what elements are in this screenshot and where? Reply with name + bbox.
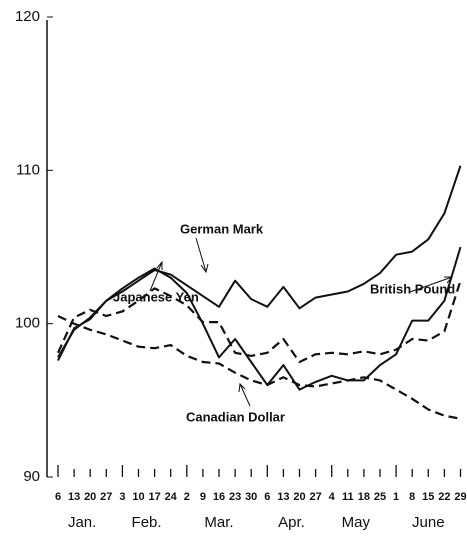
x-tick-label: 30 bbox=[245, 491, 257, 503]
x-tick-label: 17 bbox=[148, 491, 160, 503]
series-label: Canadian Dollar bbox=[186, 409, 285, 424]
month-label: Mar. bbox=[204, 514, 233, 531]
y-tick-label: 100 bbox=[15, 315, 40, 332]
x-tick-label: 6 bbox=[55, 491, 61, 503]
x-tick-label: 20 bbox=[293, 491, 305, 503]
x-tick-label: 1 bbox=[393, 491, 399, 503]
series-line bbox=[57, 165, 462, 358]
x-tick-label: 11 bbox=[342, 491, 354, 503]
x-tick-label: 13 bbox=[277, 491, 289, 503]
y-tick-label: 120 bbox=[15, 8, 40, 25]
x-tick-label: 23 bbox=[229, 491, 241, 503]
x-tick-label: 18 bbox=[358, 491, 370, 503]
series-label: British Pound bbox=[370, 281, 455, 296]
x-tick-label: 22 bbox=[438, 491, 450, 503]
y-tick-label: 110 bbox=[16, 161, 40, 178]
series-label: German Mark bbox=[180, 221, 264, 236]
x-tick-label: 6 bbox=[264, 491, 270, 503]
month-label: Apr. bbox=[278, 514, 305, 531]
month-label: Jan. bbox=[68, 514, 96, 531]
x-tick-label: 20 bbox=[84, 491, 96, 503]
series-line bbox=[57, 315, 461, 420]
month-label: June bbox=[412, 514, 445, 531]
x-tick-label: 27 bbox=[100, 491, 112, 503]
x-tick-label: 25 bbox=[374, 491, 386, 503]
x-tick-label: 16 bbox=[213, 491, 225, 503]
x-tick-label: 24 bbox=[165, 491, 178, 503]
series-line bbox=[57, 246, 462, 391]
y-tick-label: 90 bbox=[23, 468, 40, 485]
x-tick-label: 15 bbox=[422, 491, 434, 503]
x-tick-label: 9 bbox=[200, 491, 206, 503]
x-tick-label: 8 bbox=[409, 491, 415, 503]
x-tick-label: 4 bbox=[329, 491, 336, 503]
x-tick-label: 29 bbox=[454, 491, 466, 503]
month-label: Feb. bbox=[132, 514, 162, 531]
x-tick-label: 2 bbox=[184, 491, 190, 503]
x-tick-label: 13 bbox=[68, 491, 80, 503]
x-tick-label: 27 bbox=[309, 491, 321, 503]
month-label: May bbox=[342, 514, 371, 531]
annotation-arrows bbox=[149, 237, 454, 407]
x-tick-label: 3 bbox=[119, 491, 125, 503]
x-tick-label: 10 bbox=[132, 491, 144, 503]
